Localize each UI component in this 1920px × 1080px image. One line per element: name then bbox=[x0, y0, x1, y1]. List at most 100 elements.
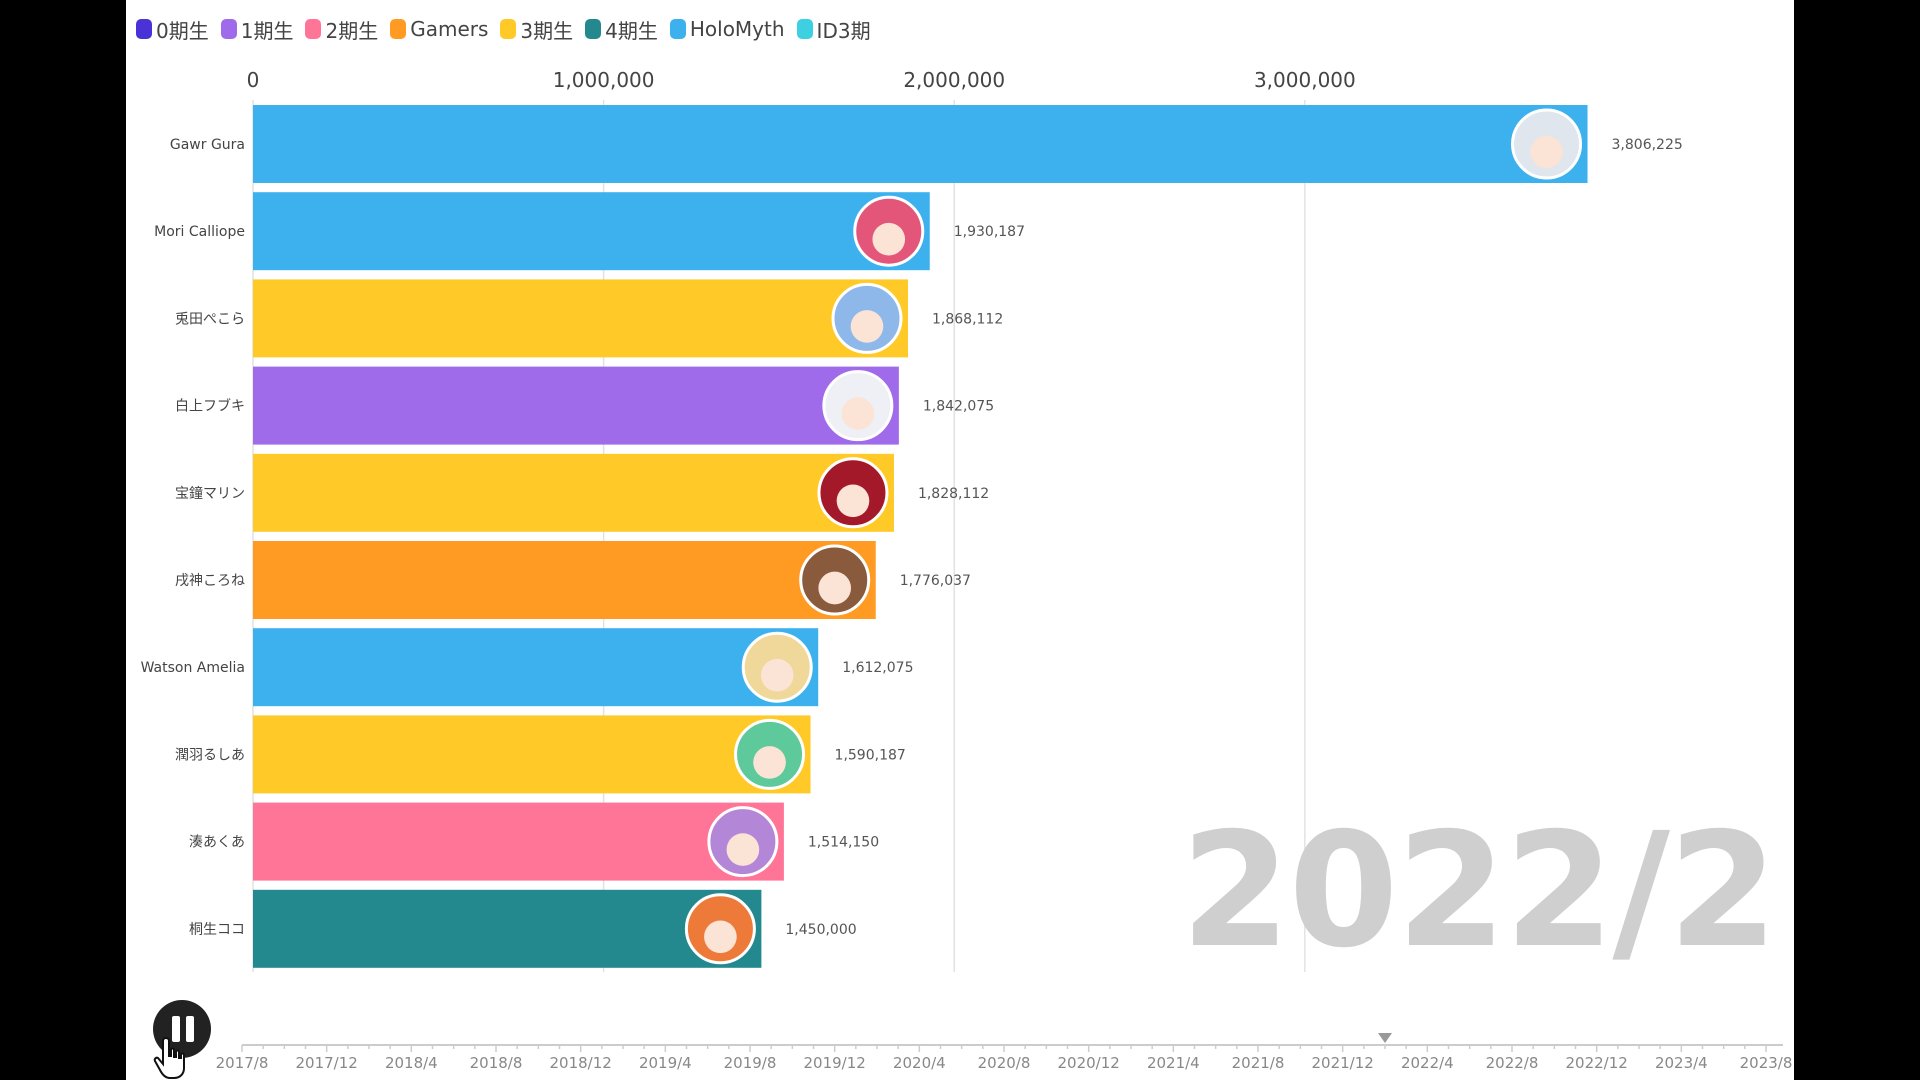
timeline-label: 2019/8 bbox=[724, 1054, 777, 1072]
avatar-face bbox=[726, 833, 760, 866]
value-label: 1,514,150 bbox=[808, 835, 879, 851]
timeline-label: 2018/12 bbox=[550, 1054, 612, 1072]
bar bbox=[253, 192, 930, 271]
bar-row: 白上フブキ 1,842,075 bbox=[175, 366, 994, 445]
legend-item[interactable]: 1期生 bbox=[220, 15, 294, 44]
timeline-label: 2018/8 bbox=[470, 1054, 523, 1072]
timeline-label: 2021/4 bbox=[1147, 1054, 1200, 1072]
bar-row: 桐生ココ 1,450,000 bbox=[189, 889, 857, 968]
avatar-face bbox=[841, 397, 875, 430]
bar bbox=[253, 628, 819, 707]
bar-row: 戌神ころね 1,776,037 bbox=[175, 541, 971, 619]
bar bbox=[253, 802, 784, 881]
timeline-marker-icon[interactable] bbox=[1378, 1033, 1392, 1043]
legend-swatch bbox=[305, 19, 322, 39]
x-tick-label: 0 bbox=[247, 68, 260, 92]
value-label: 1,450,000 bbox=[785, 922, 856, 938]
x-tick-label: 3,000,000 bbox=[1254, 68, 1356, 92]
bar-row: 兎田ぺこら 1,868,112 bbox=[175, 279, 1003, 358]
avatar-face bbox=[760, 658, 794, 692]
timeline-label: 2017/12 bbox=[296, 1054, 358, 1072]
legend-label: ID3期 bbox=[816, 18, 871, 43]
bar-row: 湊あくあ 1,514,150 bbox=[189, 802, 879, 881]
value-label: 1,842,075 bbox=[923, 399, 994, 415]
hand-cursor-icon bbox=[153, 1036, 185, 1079]
bar-row: Gawr Gura 3,806,225 bbox=[170, 105, 1683, 183]
timeline-label: 2020/12 bbox=[1058, 1054, 1120, 1072]
bar bbox=[253, 105, 1588, 183]
avatar-face bbox=[818, 571, 852, 605]
avatar-face bbox=[836, 484, 870, 518]
timeline-label: 2018/4 bbox=[385, 1054, 438, 1072]
bar bbox=[253, 279, 908, 358]
legend-label: Gamers bbox=[410, 17, 489, 41]
legend-item[interactable]: ID3期 bbox=[796, 15, 871, 44]
legend-item[interactable]: HoloMyth bbox=[669, 17, 785, 41]
legend-label: 4期生 bbox=[605, 18, 658, 43]
timeline-label: 2022/4 bbox=[1401, 1054, 1454, 1072]
bar-layer: Gawr Gura 3,806,225 Mori Calliope 1,930,187… bbox=[141, 105, 1683, 968]
timeline-label: 2021/8 bbox=[1232, 1054, 1285, 1072]
category-label: 湊あくあ bbox=[189, 834, 245, 851]
legend-label: 1期生 bbox=[240, 18, 294, 43]
bar bbox=[253, 453, 894, 532]
legend: 0期生 1期生 2期生 Gamers 3期生 4期生 HoloMyth ID3期 bbox=[136, 14, 871, 44]
avatar-face bbox=[753, 746, 786, 779]
legend-label: HoloMyth bbox=[689, 17, 785, 41]
legend-swatch bbox=[585, 19, 602, 39]
legend-swatch bbox=[500, 19, 517, 39]
legend-item[interactable]: 2期生 bbox=[305, 15, 378, 44]
x-tick-label: 2,000,000 bbox=[903, 68, 1005, 92]
avatar-face bbox=[872, 222, 906, 256]
category-label: 潤羽るしあ bbox=[175, 747, 245, 763]
value-label: 3,806,225 bbox=[1612, 137, 1683, 153]
legend-swatch bbox=[796, 19, 813, 39]
avatar-face bbox=[1530, 135, 1563, 169]
category-label: Gawr Gura bbox=[170, 137, 245, 153]
chart-stage: 0 1,000,000 2,000,000 3,000,000 Gawr Gura 3,… bbox=[126, 0, 1794, 1080]
value-label: 1,776,037 bbox=[900, 573, 971, 589]
category-label: 宝鐘マリン bbox=[175, 485, 245, 502]
legend-swatch bbox=[220, 19, 237, 39]
legend-label: 0期生 bbox=[156, 18, 209, 43]
legend-label: 3期生 bbox=[520, 18, 574, 43]
category-label: Watson Amelia bbox=[141, 660, 245, 676]
legend-item[interactable]: 4期生 bbox=[585, 15, 658, 44]
timeline-label: 2017/8 bbox=[216, 1054, 269, 1072]
timeline-label: 2022/12 bbox=[1566, 1054, 1628, 1072]
category-label: 兎田ぺこら bbox=[175, 311, 245, 327]
legend-item[interactable]: 3期生 bbox=[500, 15, 573, 44]
category-label: Mori Calliope bbox=[154, 224, 245, 240]
category-label: 戌神ころね bbox=[175, 573, 245, 589]
legend-swatch bbox=[669, 19, 686, 39]
bar bbox=[253, 541, 876, 619]
pause-icon bbox=[172, 1016, 194, 1042]
bar-row: 潤羽るしあ 1,590,187 bbox=[175, 715, 906, 794]
avatar-face bbox=[850, 310, 884, 343]
bar-row: Mori Calliope 1,930,187 bbox=[154, 192, 1025, 271]
x-tick-layer: 0 1,000,000 2,000,000 3,000,000 bbox=[247, 68, 1356, 92]
value-label: 1,590,187 bbox=[835, 747, 906, 763]
timeline-label: 2020/8 bbox=[978, 1054, 1031, 1072]
legend-label: 2期生 bbox=[325, 18, 379, 43]
legend-item[interactable]: Gamers bbox=[390, 17, 488, 41]
legend-item[interactable]: 0期生 bbox=[136, 15, 209, 44]
legend-swatch bbox=[136, 19, 152, 39]
bar bbox=[253, 889, 762, 968]
avatar-face bbox=[704, 920, 737, 954]
bar bbox=[253, 715, 811, 794]
bar-chart: 0 1,000,000 2,000,000 3,000,000 Gawr Gura 3,… bbox=[141, 68, 1793, 1072]
timeline-label: 2019/12 bbox=[804, 1054, 866, 1072]
current-period-label: 2022/2 bbox=[1180, 799, 1778, 983]
legend-swatch bbox=[390, 19, 407, 39]
timeline-layer: 2017/8 2017/12 2018/4 2018/8 2018/12 2019/4 20… bbox=[216, 1033, 1793, 1072]
timeline-label: 2019/4 bbox=[639, 1054, 692, 1072]
timeline-label: 2023/4 bbox=[1655, 1054, 1708, 1072]
category-label: 白上フブキ bbox=[175, 398, 245, 415]
bar-row: Watson Amelia 1,612,075 bbox=[141, 628, 913, 707]
timeline-label: 2022/8 bbox=[1486, 1054, 1539, 1072]
timeline-label: 2020/4 bbox=[893, 1054, 946, 1072]
timeline-label: 2021/12 bbox=[1312, 1054, 1374, 1072]
category-label: 桐生ココ bbox=[189, 922, 245, 938]
timeline-label: 2023/8 bbox=[1740, 1054, 1793, 1072]
